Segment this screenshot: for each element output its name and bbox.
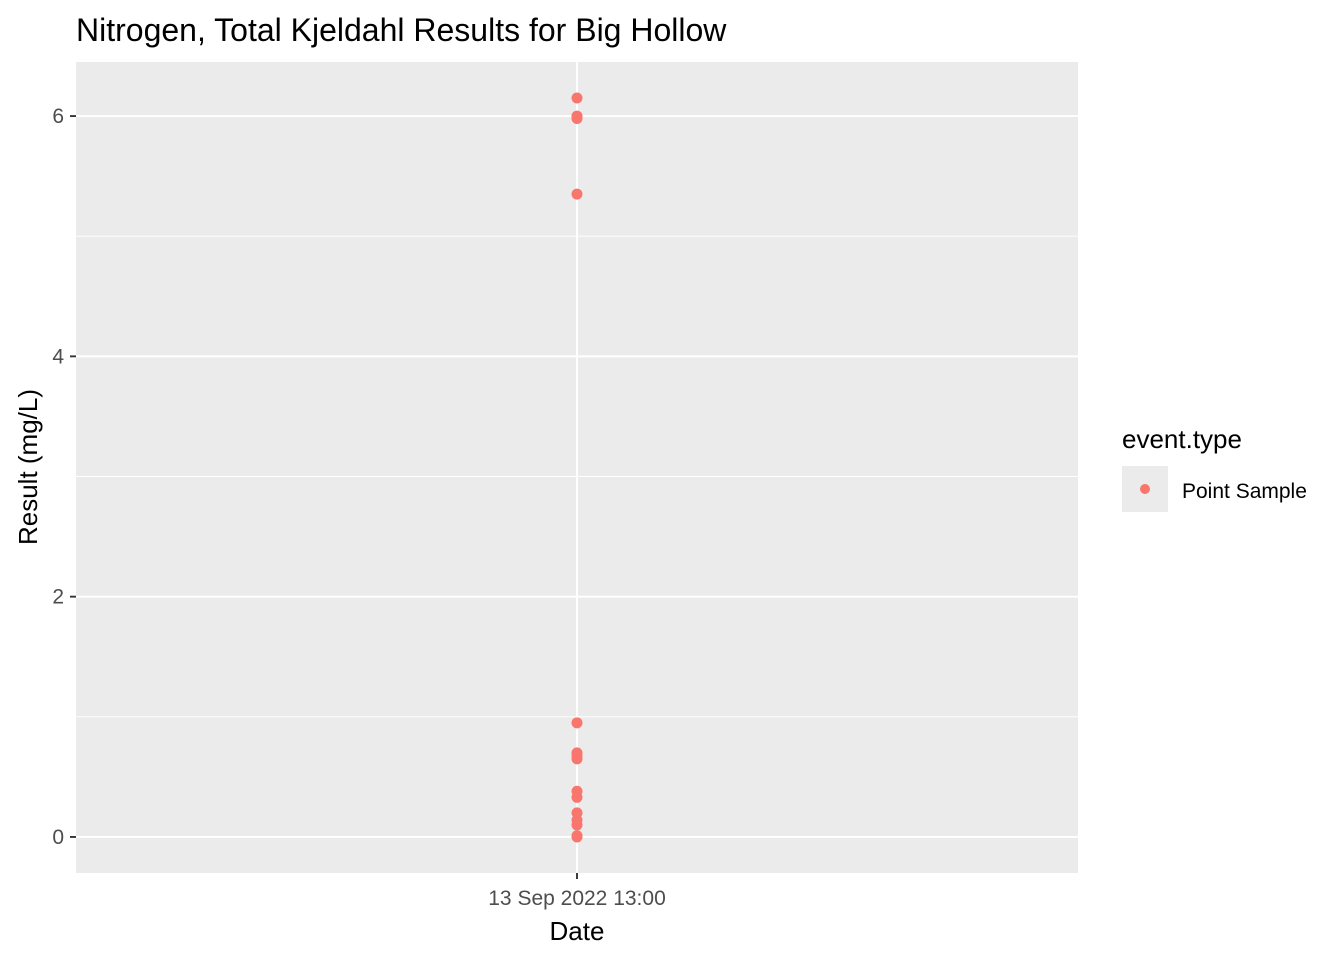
- chart-title: Nitrogen, Total Kjeldahl Results for Big…: [76, 12, 727, 48]
- y-tick-label: 6: [52, 105, 64, 128]
- y-axis: 0 2 4 6: [52, 105, 76, 849]
- y-tick-label: 2: [52, 586, 64, 609]
- legend-title: event.type: [1122, 424, 1242, 454]
- legend: event.type Point Sample: [1122, 424, 1307, 512]
- x-tick-label: 13 Sep 2022 13:00: [488, 887, 666, 910]
- data-points: [571, 92, 583, 843]
- data-point: [571, 819, 583, 831]
- data-point: [571, 717, 583, 729]
- legend-key-point-sample: [1140, 484, 1150, 494]
- y-tick-label: 0: [52, 826, 64, 849]
- data-point: [571, 753, 583, 765]
- legend-label-point-sample: Point Sample: [1182, 480, 1307, 503]
- x-axis-title: Date: [550, 916, 605, 946]
- x-axis: 13 Sep 2022 13:00: [488, 873, 666, 910]
- data-point: [571, 791, 583, 803]
- data-point: [571, 112, 583, 124]
- y-tick-label: 4: [52, 345, 64, 368]
- data-point: [571, 831, 583, 843]
- y-axis-title: Result (mg/L): [13, 389, 43, 545]
- data-point: [571, 188, 583, 200]
- data-point: [571, 92, 583, 104]
